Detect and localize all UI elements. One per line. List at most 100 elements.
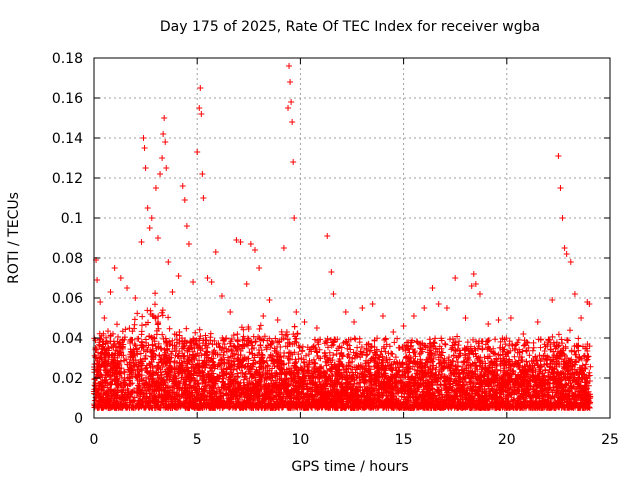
data-point [534,319,541,325]
data-point [200,195,207,201]
data-point [443,305,450,311]
x-tick-label: 20 [498,432,516,448]
data-point [146,225,153,231]
data-point [101,315,108,321]
data-point [181,197,188,203]
data-point [94,277,101,283]
data-point [280,245,287,251]
data-point [435,301,442,307]
data-point [410,313,417,319]
data-point [476,291,483,297]
data-point [557,185,564,191]
data-point [520,331,527,337]
data-point [342,309,349,315]
data-point [288,99,295,105]
data-point [290,159,297,165]
data-point [369,301,376,307]
data-point [140,135,147,141]
data-point [274,317,281,323]
data-point [400,323,407,329]
data-point [452,275,459,281]
data-point [266,297,273,303]
data-point [390,329,397,335]
x-tick-label: 15 [395,432,413,448]
data-point [197,85,204,91]
data-point [549,297,556,303]
data-point [160,131,167,137]
y-tick-label: 0.14 [52,131,83,147]
data-point [462,315,469,321]
data-point [586,301,593,307]
data-point [286,63,293,69]
data-point [161,115,168,121]
data-point [107,289,114,295]
data-point [330,291,337,297]
data-point [559,215,566,221]
data-point [117,275,124,281]
data-point [561,245,568,251]
data-point [421,305,428,311]
data-point [199,171,206,177]
data-point [208,279,215,285]
data-point [148,215,155,221]
data-point [285,105,292,111]
y-tick-label: 0.1 [61,211,83,227]
data-point [507,315,514,321]
data-point [555,153,562,159]
data-point [571,291,578,297]
data-point [154,235,161,241]
data-point [124,285,131,291]
plot-area-frame [93,57,611,419]
data-point [175,273,182,279]
data-point [218,293,225,299]
data-point [379,313,386,319]
data-point [578,315,585,321]
data-point [324,233,331,239]
data-point [227,309,234,315]
data-point [141,145,148,151]
y-tick-label: 0.08 [52,251,83,267]
data-point [468,283,475,289]
data-point [183,223,190,229]
data-point [204,275,211,281]
data-point [237,239,244,245]
data-point [495,317,502,323]
data-point [328,269,335,275]
x-tick-label: 25 [601,432,619,448]
data-point [251,247,258,253]
data-point [169,289,176,295]
data-point [359,305,366,311]
data-point [247,241,254,247]
data-point [567,259,574,265]
data-point [111,265,118,271]
data-point [157,171,164,177]
y-tick-label: 0.04 [52,331,83,347]
data-point [185,241,192,247]
data-point [190,279,197,285]
x-tick-label: 5 [193,432,202,448]
axis-ticks: 0 0.02 0.04 0.06 0.08 0.1 0.12 0.14 0.16 0.18 0 5 10… [52,51,619,448]
data-point [470,271,477,277]
data-point [144,205,151,211]
y-axis-label: ROTI / TECUs [6,192,22,284]
data-point [194,149,201,155]
data-point [293,309,300,315]
data-point [198,111,205,117]
data-point [97,299,104,305]
y-tick-label: 0.06 [52,291,83,307]
data-point [163,165,170,171]
data-point [472,281,479,287]
data-point [243,281,250,287]
data-point [256,265,263,271]
data-point [291,215,298,221]
data-point [260,313,267,319]
data-point [179,183,186,189]
chart-title: Day 175 of 2025, Rate Of TEC Index for r… [160,19,540,35]
data-point [233,237,240,243]
data-point [301,319,308,325]
data-point [351,319,358,325]
y-tick-label: 0.18 [52,51,83,67]
data-point [162,139,169,145]
data-point [563,251,570,257]
